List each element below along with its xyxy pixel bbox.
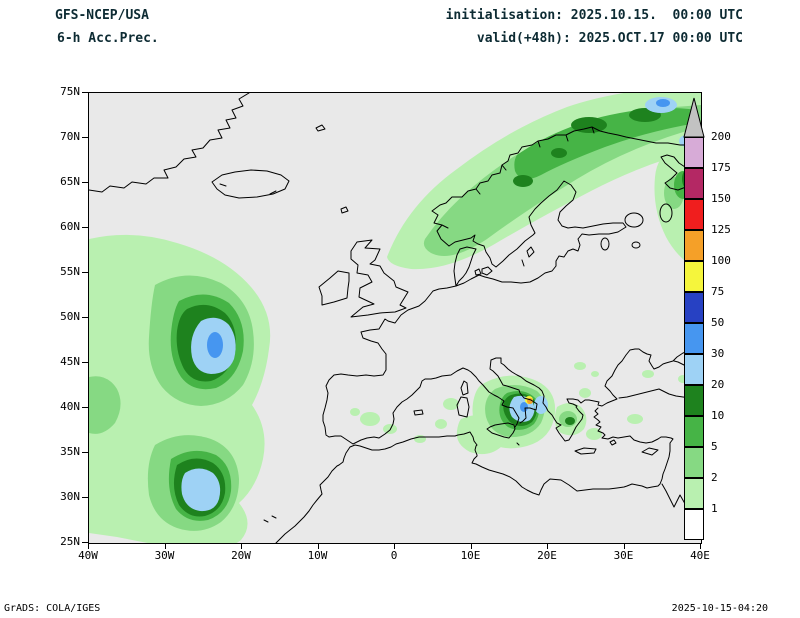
lat-axis-label: 45N [60, 355, 80, 368]
colorbar-label: 100 [711, 254, 731, 267]
lat-axis-label: 50N [60, 310, 80, 323]
lake-ladoga [624, 212, 644, 228]
colorbar-label: 125 [711, 223, 731, 236]
lat-tick [82, 182, 88, 183]
colorbar-segment [684, 447, 704, 478]
coastline-iceland [211, 169, 290, 199]
colorbar-segment [684, 323, 704, 354]
coastline-med-islands [413, 380, 659, 456]
colorbar-label: 20 [711, 378, 725, 391]
lat-tick [82, 137, 88, 138]
colorbar-segment [684, 416, 704, 447]
lon-tick [164, 544, 166, 549]
coastline-greenland [89, 93, 250, 193]
colorbar-segment [684, 292, 704, 323]
lon-axis-label: 10E [460, 549, 481, 562]
coastline-baltic [448, 180, 627, 284]
lat-tick [82, 497, 88, 498]
precipitation-layer [89, 93, 701, 543]
colorbar-label: 200 [711, 130, 731, 143]
colorbar-overflow-arrow [683, 97, 705, 138]
lat-axis-label: 75N [60, 85, 80, 98]
lon-tick [394, 544, 395, 549]
lat-axis-label: 60N [60, 220, 80, 233]
coastline-mainland-west [322, 274, 520, 445]
lat-axis-label: 30N [60, 490, 80, 503]
colorbar-segment [684, 137, 704, 168]
lon-axis-label: 10W [307, 549, 328, 562]
colorbar-segment [684, 354, 704, 385]
colorbar-segment [684, 199, 704, 230]
coastline-norway-arctic [431, 126, 701, 247]
lon-axis-label: 30E [613, 549, 634, 562]
colorbar-label: 5 [711, 440, 718, 453]
colorbar-label: 75 [711, 285, 725, 298]
lat-tick [82, 272, 88, 273]
colorbar-label: 50 [711, 316, 725, 329]
lon-axis-label: 30W [154, 549, 175, 562]
coastline-faroes [340, 206, 349, 214]
colorbar-label: 30 [711, 347, 725, 360]
map-svg [89, 93, 701, 543]
coastline-ireland [318, 270, 350, 306]
coastline-jan-mayen [315, 124, 326, 132]
lat-axis-label: 25N [60, 535, 80, 548]
init-time-label: initialisation: 2025.10.15. 00:00 UTC [445, 8, 743, 23]
lat-axis-label: 40N [60, 400, 80, 413]
lat-tick [82, 317, 88, 318]
lat-axis-label: 65N [60, 175, 80, 188]
lon-axis-label: 20E [537, 549, 557, 562]
lat-tick [82, 407, 88, 408]
lon-axis-label: 40W [78, 549, 98, 562]
coastline-turkey-levant-africa [275, 407, 674, 543]
lat-axis-label: 55N [60, 265, 80, 278]
colorbar-segment [684, 385, 704, 416]
colorbar-label: 175 [711, 161, 731, 174]
generation-timestamp: 2025-10-15-04:20 [671, 603, 768, 614]
lon-tick [623, 544, 625, 549]
lat-axis-label: 35N [60, 445, 80, 458]
lon-axis-label: 40E [690, 549, 710, 562]
colorbar-label: 10 [711, 409, 725, 422]
lon-axis-label: 20W [231, 549, 251, 562]
lat-axis-label: 70N [60, 130, 80, 143]
coastline-denmark [453, 246, 493, 287]
coastline-canary-islands [263, 515, 277, 523]
lon-tick [88, 544, 89, 549]
lon-tick [317, 544, 319, 549]
lat-tick [82, 227, 88, 228]
model-title: GFS-NCEP/USA [55, 8, 149, 23]
coastline-white-sea [660, 154, 701, 191]
map-plot [88, 92, 702, 544]
lake-peipus [600, 237, 610, 251]
lon-tick [470, 544, 472, 549]
colorbar-label: 1 [711, 502, 718, 515]
lon-axis-label: 0 [390, 549, 398, 562]
lat-tick [82, 362, 88, 363]
colorbar-segment [684, 230, 704, 261]
valid-time-label: valid(+48h): 2025.OCT.17 00:00 UTC [476, 31, 743, 46]
lat-tick [82, 542, 88, 543]
lat-tick [82, 92, 88, 93]
lon-tick [700, 544, 701, 549]
lake-onega [659, 203, 673, 223]
colorbar-segment [684, 478, 704, 509]
colorbar-label: 2 [711, 471, 718, 484]
product-title: 6-h Acc.Prec. [57, 31, 159, 46]
coastline-britain [350, 239, 409, 318]
colorbar-label: 150 [711, 192, 731, 205]
colorbar-segment [684, 509, 704, 540]
lon-tick [547, 544, 548, 549]
lat-tick [82, 452, 88, 453]
coastline-italy-adriatic-greece-blacksea [489, 347, 701, 442]
lon-tick [241, 544, 242, 549]
colorbar-segment [684, 261, 704, 292]
colorbar-segment [684, 168, 704, 199]
grads-credit: GrADS: COLA/IGES [4, 603, 101, 614]
lake-ilmen [631, 241, 641, 249]
